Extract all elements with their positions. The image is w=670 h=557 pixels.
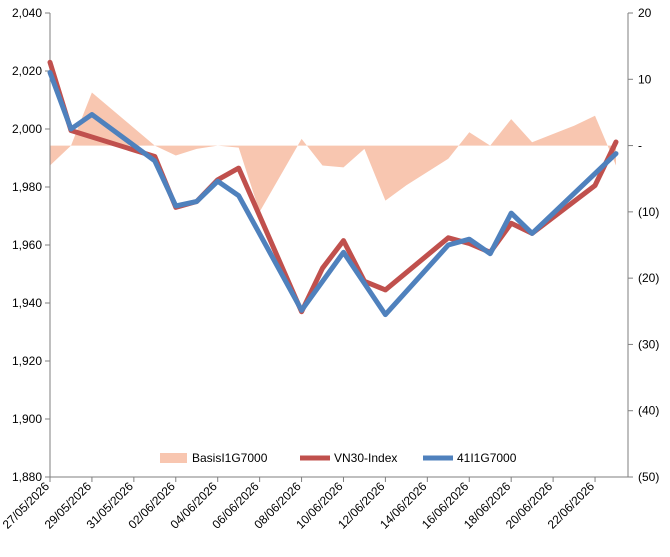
legend-label: BasisI1G7000 — [192, 451, 268, 465]
right-axis-tick-label: 10 — [638, 72, 652, 86]
area-series-basis — [50, 92, 616, 212]
right-axis-tick-label: (50) — [638, 470, 659, 484]
line-series-vn30-index — [47, 59, 619, 315]
legend: BasisI1G7000 VN30-Index 41I1G7000 — [160, 451, 517, 465]
left-axis-tick-label: 1,900 — [12, 412, 42, 426]
series-lines-layer — [47, 59, 619, 318]
right-axis-tick-label: (40) — [638, 404, 659, 418]
left-axis-tick-label: 1,920 — [12, 354, 42, 368]
legend-swatch — [160, 453, 187, 463]
right-axis-tick-label: - — [638, 139, 642, 153]
right-axis-tick-label: (20) — [638, 271, 659, 285]
left-axis-tick-label: 1,960 — [12, 238, 42, 252]
left-axis-tick-label: 1,980 — [12, 180, 42, 194]
left-axis-tick-label: 1,940 — [12, 296, 42, 310]
legend-label: VN30-Index — [334, 451, 397, 465]
left-axis-tick-label: 2,040 — [12, 6, 42, 20]
left-axis-tick-label: 2,000 — [12, 122, 42, 136]
right-axis-tick-label: 20 — [638, 6, 652, 20]
right-axis-tick-label: (10) — [638, 205, 659, 219]
legend-item: VN30-Index — [300, 451, 397, 465]
legend-label: 41I1G7000 — [457, 451, 517, 465]
legend-item: 41I1G7000 — [423, 451, 517, 465]
left-axis-tick-label: 2,020 — [12, 64, 42, 78]
right-axis-tick-label: (30) — [638, 337, 659, 351]
basis-area-layer — [50, 92, 616, 212]
line-series-41i1g7000 — [47, 70, 619, 318]
legend-item: BasisI1G7000 — [160, 451, 268, 465]
axes-layer — [45, 12, 633, 482]
left-axis-tick-label: 1,880 — [12, 470, 42, 484]
